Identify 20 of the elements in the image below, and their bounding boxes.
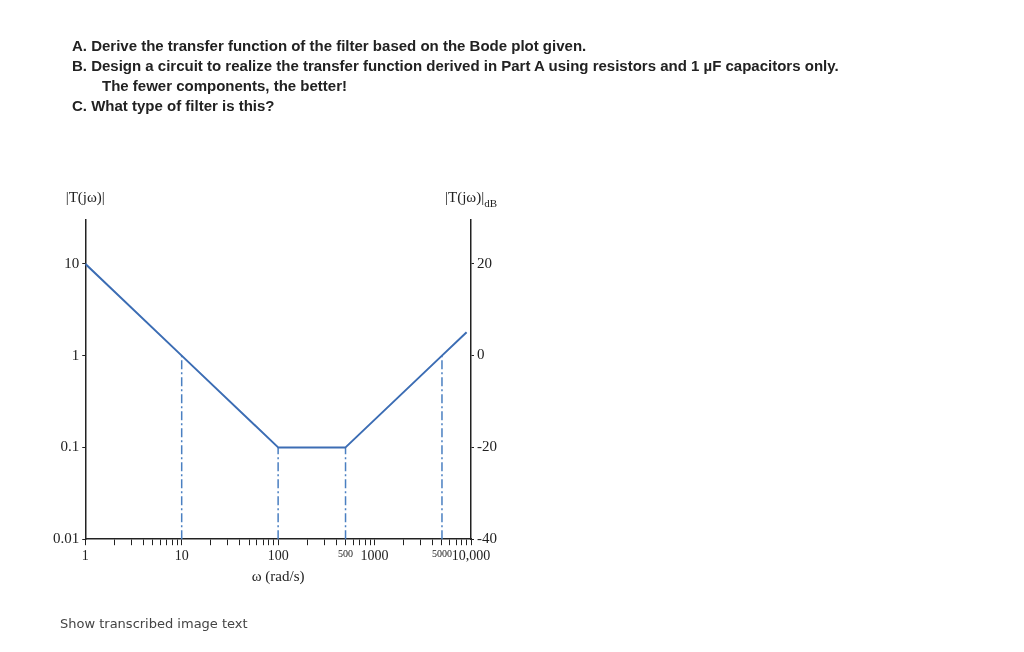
y-tick-label: 1	[71, 346, 80, 363]
y-tick-label: 0.1	[60, 438, 80, 455]
x-tick-label: 10,000	[451, 548, 491, 564]
text: Show transcribed image text	[60, 616, 248, 631]
y2-tick-label: 0	[477, 346, 485, 363]
text: C. What type of filter is this?	[72, 96, 276, 116]
y-tick-label: 10	[64, 254, 80, 271]
text: A. Derive the transfer function of the filter based on the Bode plot given.	[72, 36, 588, 56]
y2-tick-label: -20	[477, 438, 497, 455]
y-axis-title: |T(jω)|	[65, 189, 105, 206]
x-tick-label: 100	[267, 548, 289, 564]
text: B. Design a circuit to realize the transfer function derived in Part A using resistors and 1 µF capacitors only. The fewer components, the better!	[72, 56, 840, 96]
x-tick-label: 1000	[360, 548, 389, 564]
x-axis-title: ω (rad/s)	[251, 567, 305, 585]
y2-tick-label: -40	[477, 530, 497, 547]
y-tick-label: 0.01	[53, 530, 80, 547]
x-tick-label: 5000	[431, 547, 452, 559]
x-tick-label: 10	[174, 548, 189, 564]
x-tick-label: 500	[338, 547, 354, 559]
y2-tick-label: 20	[477, 254, 492, 271]
